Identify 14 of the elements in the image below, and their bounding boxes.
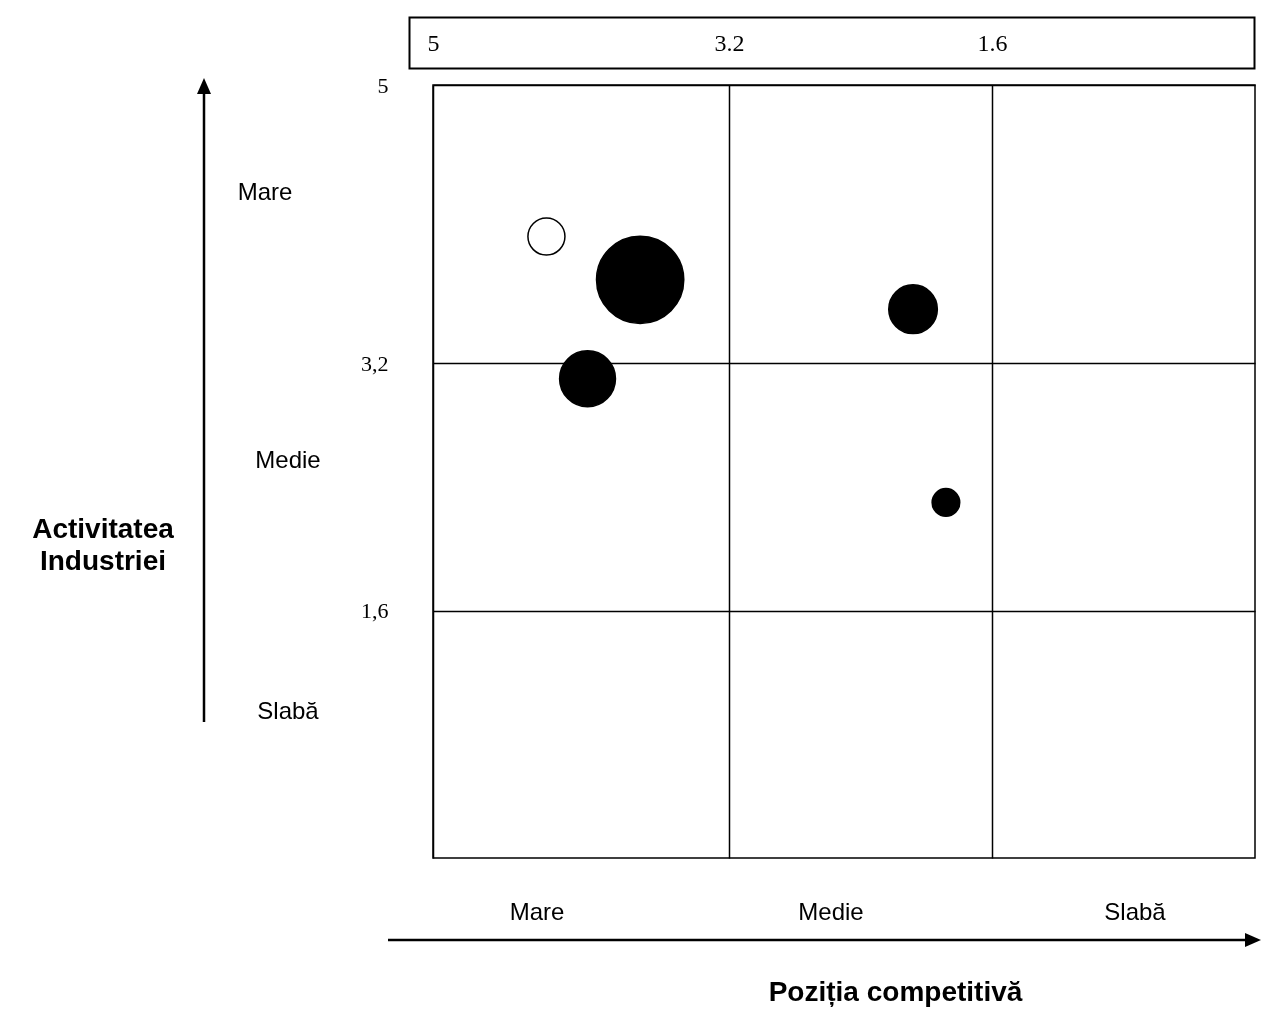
text: Slabă bbox=[1104, 898, 1166, 926]
text: Mare bbox=[237, 178, 293, 206]
text: Medie bbox=[255, 446, 321, 474]
x-tick-label: 5 bbox=[427, 29, 440, 56]
text: Mare bbox=[509, 898, 565, 926]
y-tick-label: 1,6 bbox=[361, 598, 389, 624]
x-axis-title: Poziția competitivă bbox=[768, 975, 1023, 1007]
text: Medie bbox=[798, 898, 864, 926]
text: Slabă bbox=[257, 697, 319, 725]
y-tick-label: 3,2 bbox=[361, 350, 389, 376]
y-tick-label: 5 bbox=[377, 72, 389, 98]
x-tick-label: 3.2 bbox=[714, 29, 745, 56]
text: Activitatea Industriei bbox=[31, 513, 175, 577]
x-tick-label: 1.6 bbox=[977, 29, 1008, 56]
